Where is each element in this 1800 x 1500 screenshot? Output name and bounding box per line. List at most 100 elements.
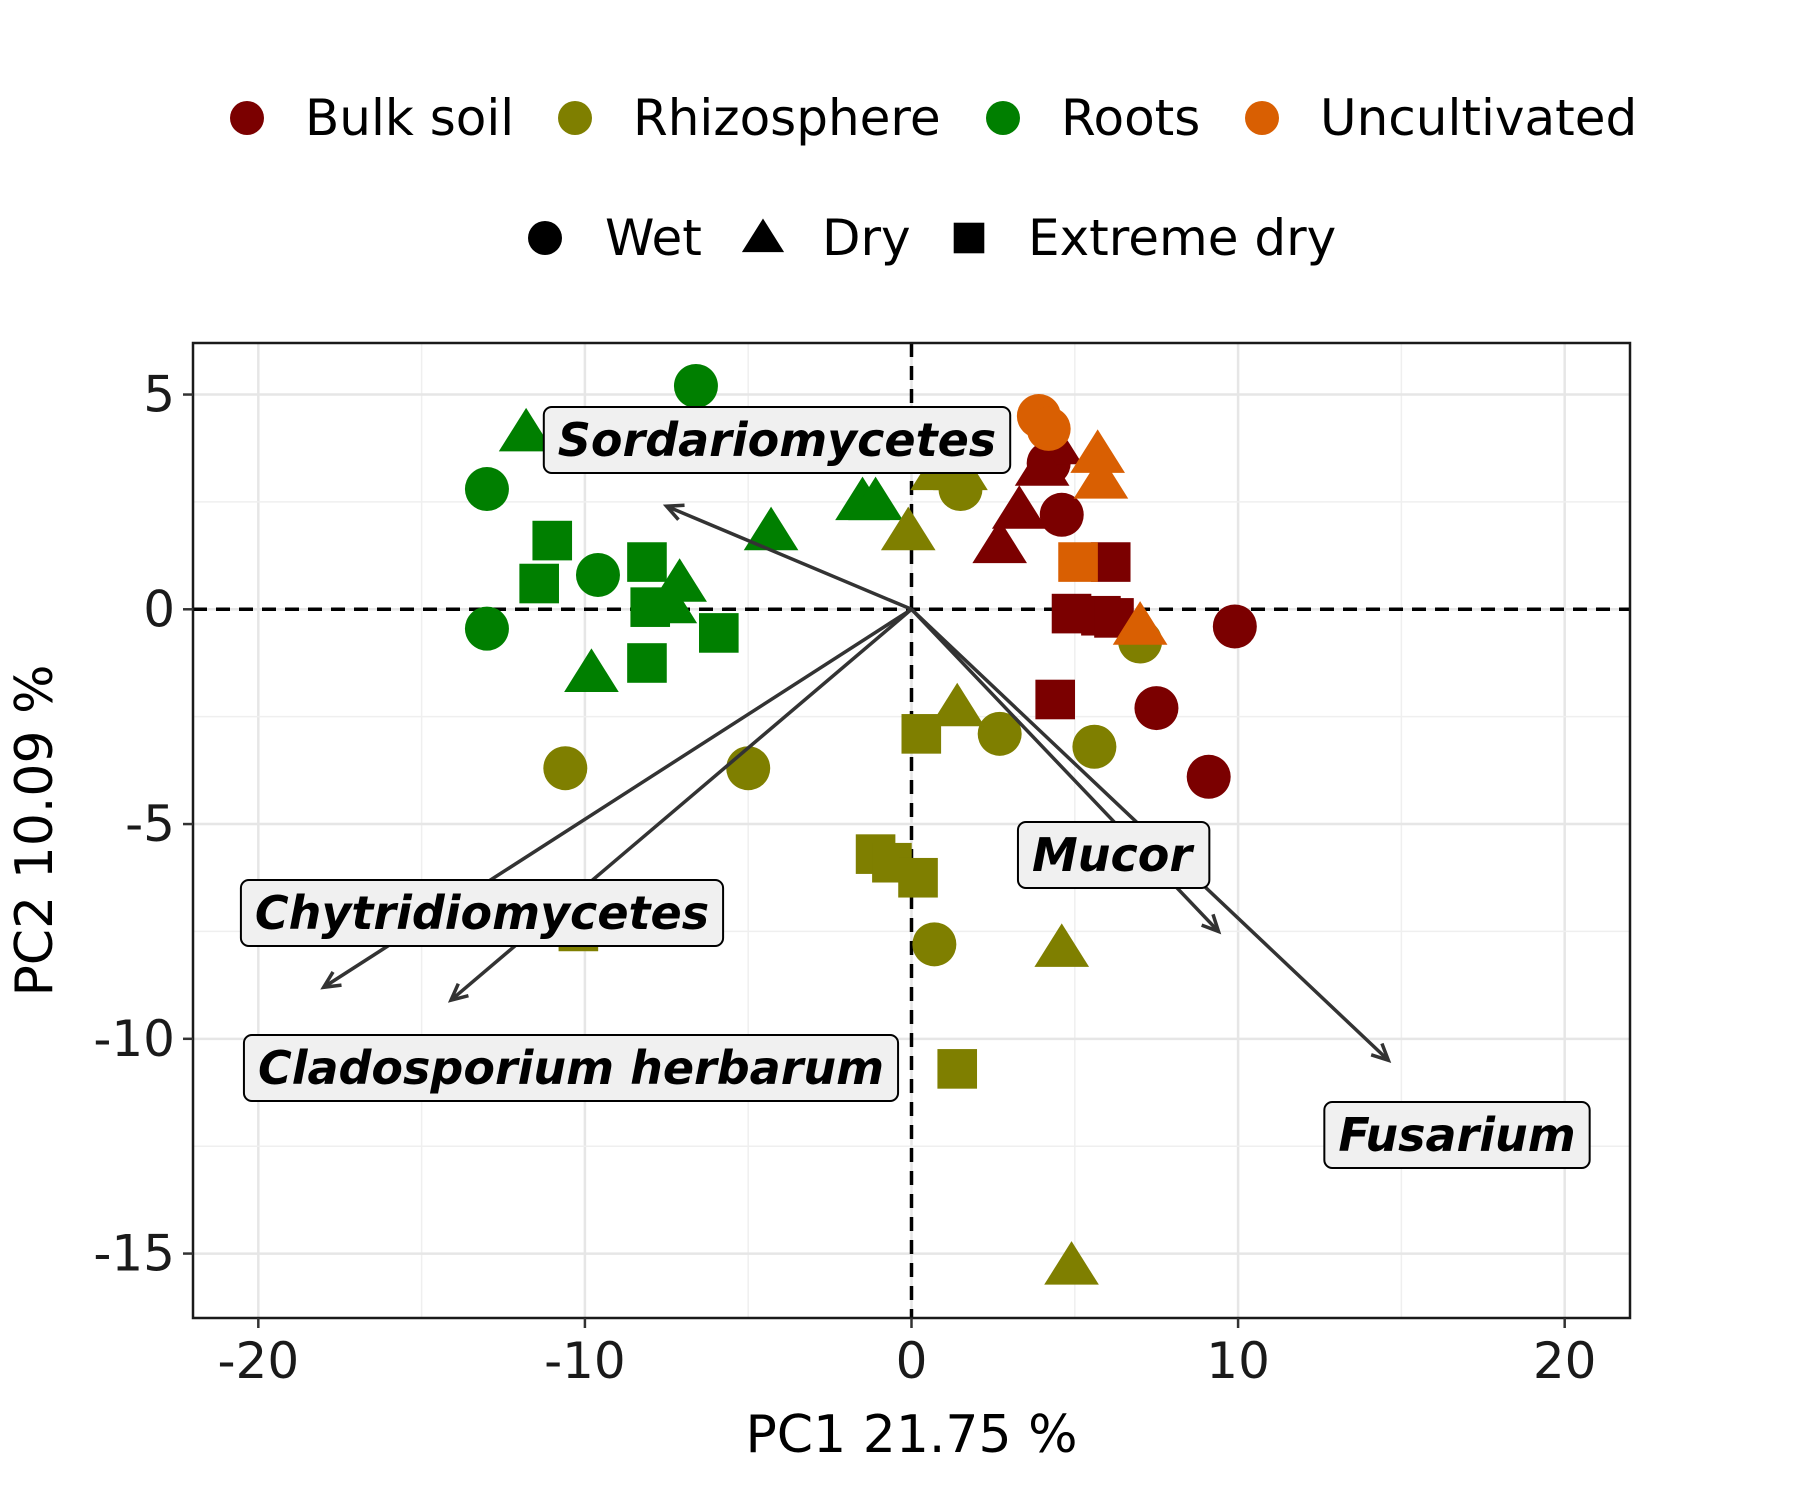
axis-ticks: -20 -10 0 10 20 5 0 -5 -10 -15 xyxy=(93,366,1596,1390)
legend-label: Extreme dry xyxy=(1028,209,1336,267)
y-tick-label: 0 xyxy=(143,580,175,638)
label-box xyxy=(239,879,725,947)
loading-label-chytridiomycetes: Chytridiomycetes xyxy=(239,879,725,947)
data-point xyxy=(1134,686,1179,731)
loading-arrowhead-mucor xyxy=(1201,913,1222,935)
data-point xyxy=(699,613,739,653)
loading-arrowhead-cladosporium-herbarum xyxy=(447,982,469,1003)
data-point xyxy=(937,1049,978,1089)
data-point xyxy=(1026,406,1071,451)
legend-key-dry xyxy=(741,218,785,253)
data-point xyxy=(1058,542,1098,582)
legend-label: Roots xyxy=(1061,89,1200,147)
data-point xyxy=(1070,429,1125,473)
legend-item-wet: Wet xyxy=(528,209,702,267)
data-point xyxy=(1212,604,1257,649)
legend-key-uncultivated xyxy=(1245,101,1279,135)
loading-labels: Sordariomycetes Chytridiomycetes Cladospor… xyxy=(239,406,1591,1169)
data-point xyxy=(929,682,985,727)
data-point xyxy=(673,363,718,408)
x-axis-title: PC1 21.75 % xyxy=(745,1405,1077,1465)
data-point xyxy=(880,506,936,551)
data-point xyxy=(1044,1241,1099,1285)
label-text: Sordariomycetes xyxy=(558,413,996,467)
label-box xyxy=(1016,821,1211,889)
data-point xyxy=(977,711,1022,756)
loading-arrowhead-fusarium xyxy=(1370,1042,1392,1064)
loading-arrowhead-chytridiomycetes xyxy=(320,971,342,990)
legend-item-bulk-soil: Bulk soil xyxy=(230,89,514,147)
label-box xyxy=(1323,1101,1591,1169)
label-text: Chytridiomycetes xyxy=(255,886,709,940)
loading-label-sordariomycetes: Sordariomycetes xyxy=(542,406,1012,474)
legend-key-rhizosphere xyxy=(558,101,592,135)
legend-item-uncultivated: Uncultivated xyxy=(1245,89,1637,147)
x-tick-label: 20 xyxy=(1533,1332,1597,1390)
label-text: Mucor xyxy=(1032,828,1195,882)
legend-label: Bulk soil xyxy=(305,89,514,147)
data-point xyxy=(498,407,554,452)
data-point xyxy=(532,520,573,561)
data-point xyxy=(627,542,667,582)
legend-groups: Bulk soil Rhizosphere Roots Uncultivated xyxy=(230,89,1637,147)
data-point xyxy=(1186,754,1231,799)
label-box xyxy=(542,406,1012,474)
data-point xyxy=(726,746,771,791)
data-point xyxy=(627,643,667,683)
x-tick-label: 10 xyxy=(1206,1332,1270,1390)
data-point xyxy=(1035,679,1075,720)
data-point xyxy=(848,476,903,521)
y-tick-label: -10 xyxy=(93,1010,175,1068)
legend-label: Rhizosphere xyxy=(633,89,941,147)
legend-label: Dry xyxy=(822,209,911,267)
data-point xyxy=(972,519,1028,564)
legend-key-extreme-dry xyxy=(953,222,985,254)
loading-arrowhead-sordariomycetes xyxy=(662,503,685,521)
data-points xyxy=(464,363,1257,1285)
loading-arrow-sordariomycetes xyxy=(665,504,913,611)
data-point xyxy=(1039,492,1084,537)
data-point xyxy=(630,587,671,627)
x-tick-label: -20 xyxy=(217,1332,299,1390)
data-point xyxy=(991,485,1047,529)
legend: Bulk soil Rhizosphere Roots Uncultivated We… xyxy=(230,89,1637,267)
data-point xyxy=(464,467,509,512)
legend-item-rhizosphere: Rhizosphere xyxy=(558,89,941,147)
data-point xyxy=(898,857,938,898)
data-point xyxy=(901,714,942,754)
x-tick-label: -10 xyxy=(544,1332,626,1390)
y-tick-label: 5 xyxy=(143,366,175,424)
loading-label-fusarium: Fusarium xyxy=(1323,1101,1591,1169)
y-axis-title: PC2 10.09 % xyxy=(5,664,65,996)
data-point xyxy=(1073,455,1129,499)
y-tick-label: -15 xyxy=(93,1225,175,1283)
data-point xyxy=(1014,442,1070,486)
label-box xyxy=(242,1034,900,1102)
data-point xyxy=(912,922,957,967)
label-text: Fusarium xyxy=(1338,1108,1575,1162)
label-text: Cladosporium herbarum xyxy=(258,1041,884,1095)
y-tick-label: -5 xyxy=(125,795,175,853)
legend-label: Uncultivated xyxy=(1320,89,1637,147)
loading-label-cladosporium-herbarum: Cladosporium herbarum xyxy=(242,1034,900,1102)
legend-key-bulk-soil xyxy=(230,101,264,135)
data-point xyxy=(1112,601,1168,645)
data-point xyxy=(519,563,559,604)
data-point xyxy=(1034,923,1090,967)
legend-conditions: Wet Dry Extreme dry xyxy=(528,209,1336,267)
loading-label-mucor: Mucor xyxy=(1016,821,1211,889)
data-point xyxy=(743,506,799,551)
data-point xyxy=(464,606,509,651)
data-point xyxy=(564,648,619,692)
data-point xyxy=(575,552,620,597)
data-point xyxy=(1072,724,1117,769)
x-tick-label: 0 xyxy=(896,1332,928,1390)
legend-item-extreme-dry: Extreme dry xyxy=(953,209,1336,267)
legend-item-roots: Roots xyxy=(986,89,1200,147)
legend-label: Wet xyxy=(605,209,702,267)
data-point xyxy=(543,746,588,791)
legend-key-wet xyxy=(528,221,562,255)
legend-item-dry: Dry xyxy=(741,209,911,267)
legend-key-roots xyxy=(986,101,1020,135)
